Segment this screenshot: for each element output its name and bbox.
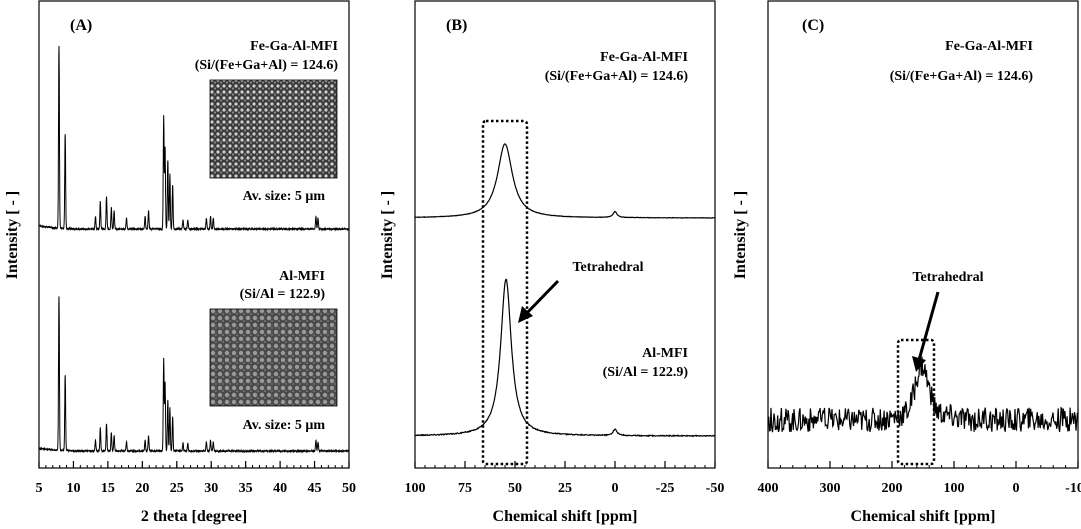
x-tick-label: 0 [1013, 481, 1020, 496]
panel-a-series-al-mfi-line [38, 296, 350, 454]
x-tick-label: 40 [273, 481, 287, 496]
panel-b-x-ticks: 100 75 50 25 0 -25 -50 [405, 461, 725, 496]
x-tick-label: -100 [1065, 481, 1081, 496]
x-tick-label: 25 [170, 481, 184, 496]
x-tick-label: 100 [405, 481, 426, 496]
panel-a-fe-ga-al-mfi-ratio: (Si/(Fe+Ga+Al) = 124.6) [195, 58, 339, 73]
x-tick-label: 5 [36, 481, 43, 496]
x-tick-label: 300 [820, 481, 841, 496]
panel-a-al-mfi-label: Al-MFI [279, 269, 325, 284]
panel-a-y-axis-label: Intensity [ - ] [4, 191, 21, 279]
panel-c: (C) Intensity [ - ] Chemical shift [ppm]… [732, 0, 1081, 525]
panel-b-tetrahedral-label: Tetrahedral [572, 260, 643, 275]
panel-b-tetrahedral-arrowhead [518, 306, 533, 323]
x-tick-label: 10 [66, 481, 80, 496]
panel-b-letter: (B) [446, 17, 467, 34]
panel-a-fe-ga-al-mfi-label: Fe-Ga-Al-MFI [250, 39, 338, 54]
panel-b-al-mfi-ratio: (Si/Al = 122.9) [603, 365, 689, 380]
panel-c-x-axis-label: Chemical shift [ppm] [851, 508, 996, 525]
sem-image-al-mfi [209, 308, 338, 407]
panel-a-frame [38, 0, 350, 469]
x-tick-label: 15 [101, 481, 115, 496]
panel-b-tetrahedral-arrow [523, 279, 560, 317]
panel-a-x-ticks: 5 10 15 20 25 30 35 40 45 50 [36, 461, 356, 496]
panel-c-tetrahedral-arrow [917, 291, 940, 361]
panel-b: (B) Intensity [ - ] Chemical shift [ppm]… [379, 0, 725, 525]
x-tick-label: 50 [508, 481, 522, 496]
panel-c-fe-ga-al-mfi-label: Fe-Ga-Al-MFI [945, 39, 1033, 54]
panel-a-series-fe-ga-al-mfi-line [38, 45, 350, 232]
panel-b-y-axis-label: Intensity [ - ] [379, 191, 396, 279]
x-tick-label: -25 [656, 481, 675, 496]
x-tick-label: 100 [944, 481, 965, 496]
panel-c-letter: (C) [802, 17, 824, 34]
panel-b-tetrahedral-box [481, 119, 529, 466]
panel-c-y-axis-label: Intensity [ - ] [732, 191, 749, 279]
panel-b-series-al-mfi-line [414, 278, 716, 438]
x-tick-label: 25 [558, 481, 572, 496]
x-tick-label: 200 [882, 481, 903, 496]
x-tick-label: 50 [342, 481, 356, 496]
panel-c-series-fe-ga-al-mfi-line [767, 356, 1079, 433]
panel-b-fe-ga-al-mfi-label: Fe-Ga-Al-MFI [600, 50, 688, 65]
x-tick-label: -50 [706, 481, 725, 496]
x-tick-label: 0 [612, 481, 619, 496]
x-tick-label: 20 [135, 481, 149, 496]
panel-b-series-fe-ga-al-mfi-line [415, 143, 715, 219]
panel-a: (A) Intensity [ - ] 2 theta [degree] 5 10… [4, 0, 356, 525]
panel-b-x-axis-label: Chemical shift [ppm] [493, 508, 638, 525]
panel-a-x-axis-label: 2 theta [degree] [141, 508, 247, 525]
sem-image-fe-ga-al-mfi [209, 79, 338, 179]
panel-a-al-mfi-size: Av. size: 5 μm [243, 418, 326, 433]
panel-c-frame [767, 0, 1079, 469]
panel-c-tetrahedral-arrowhead [912, 356, 926, 372]
panel-b-al-mfi-label: Al-MFI [642, 346, 688, 361]
panel-b-fe-ga-al-mfi-ratio: (Si/(Fe+Ga+Al) = 124.6) [545, 69, 689, 84]
panel-c-x-ticks: 400 300 200 100 0 -100 [758, 461, 1081, 496]
panel-c-tetrahedral-label: Tetrahedral [912, 270, 983, 285]
panel-a-letter: (A) [70, 17, 92, 34]
x-tick-label: 75 [458, 481, 472, 496]
x-tick-label: 45 [308, 481, 322, 496]
panel-c-tetrahedral-box [896, 338, 936, 466]
panel-a-fe-ga-al-mfi-size: Av. size: 5 μm [243, 189, 326, 204]
panel-a-al-mfi-ratio: (Si/Al = 122.9) [240, 287, 326, 302]
x-tick-label: 30 [204, 481, 218, 496]
x-tick-label: 400 [758, 481, 779, 496]
x-tick-label: 35 [239, 481, 253, 496]
panel-c-fe-ga-al-mfi-ratio: (Si/(Fe+Ga+Al) = 124.6) [890, 69, 1034, 84]
